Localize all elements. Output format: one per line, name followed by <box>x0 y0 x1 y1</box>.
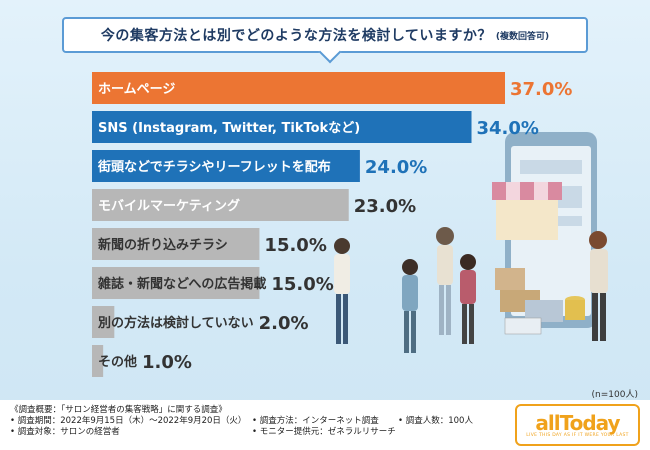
bar-6 <box>92 306 115 338</box>
bar-label-2: 街頭などでチラシやリーフレットを配布 <box>97 159 331 175</box>
question-box: 今の集客方法とは別でどのような方法を検討していますか？ (複数回答可) <box>62 17 588 53</box>
logo-wordmark: allToday <box>535 410 620 435</box>
bar-label-7: その他 <box>98 354 137 370</box>
value-label-6: 2.0% <box>259 313 309 334</box>
value-label-1: 34.0% <box>477 118 539 139</box>
survey-count-col: • 調査人数：100人 <box>398 405 473 427</box>
survey-provider: • モニター提供元：ゼネラルリサーチ <box>252 427 396 437</box>
bar-7 <box>92 345 104 377</box>
question-title: 今の集客方法とは別でどのような方法を検討していますか？ <box>100 28 492 44</box>
value-label-7: 1.0% <box>142 352 192 373</box>
shop-awning-illustration <box>492 182 562 240</box>
bar-2 <box>92 150 360 182</box>
bar-3 <box>92 189 349 221</box>
sample-size-note: (n=100人) <box>591 390 638 400</box>
logo-tagline: LIVE THIS DAY AS IF IT WERE YOUR LAST <box>526 432 629 438</box>
alltoday-logo: allToday LIVE THIS DAY AS IF IT WERE YOU… <box>515 404 640 446</box>
bar-label-5: 雑誌・新聞などへの広告掲載 <box>97 276 266 292</box>
bar-label-3: モバイルマーケティング <box>98 198 240 214</box>
value-label-3: 23.0% <box>354 196 416 217</box>
survey-method: • 調査方法：インターネット調査 <box>252 416 379 426</box>
boxes-illustration <box>495 268 585 335</box>
value-label-2: 24.0% <box>365 157 427 178</box>
survey-period: • 調査期間：2022年9月15日（木）～2022年9月20日（火） <box>10 416 247 426</box>
bar-label-4: 新聞の折り込みチラシ <box>98 237 228 253</box>
value-label-0: 37.0% <box>510 79 572 100</box>
background-illustration <box>334 132 608 353</box>
bar-1 <box>92 111 472 143</box>
bar-0 <box>92 72 505 104</box>
survey-overview-title: 《調査概要：「サロン経営者の集客戦略」に関する調査》 <box>10 405 227 415</box>
bar-5 <box>92 267 260 299</box>
survey-method-col: • 調査方法：インターネット調査 • モニター提供元：ゼネラルリサーチ <box>252 405 396 438</box>
value-label-5: 15.0% <box>271 274 333 295</box>
survey-overview: 《調査概要：「サロン経営者の集客戦略」に関する調査》 • 調査期間：2022年9… <box>10 405 246 438</box>
bar-4 <box>92 228 260 260</box>
people-illustration <box>334 227 608 353</box>
value-label-4: 15.0% <box>264 235 326 256</box>
bar-label-1: SNS (Instagram, Twitter, TikTokなど) <box>98 121 360 136</box>
question-note: (複数回答可) <box>495 31 550 42</box>
bar-label-6: 別の方法は検討していない <box>97 315 254 331</box>
survey-target: • 調査対象：サロンの経営者 <box>10 427 120 437</box>
survey-count: • 調査人数：100人 <box>398 416 473 426</box>
bar-label-0: ホームページ <box>98 82 175 97</box>
